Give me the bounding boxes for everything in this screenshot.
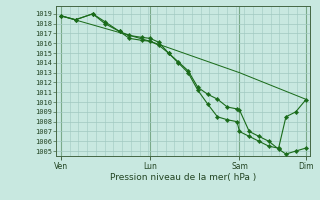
X-axis label: Pression niveau de la mer( hPa ): Pression niveau de la mer( hPa ) — [110, 173, 256, 182]
